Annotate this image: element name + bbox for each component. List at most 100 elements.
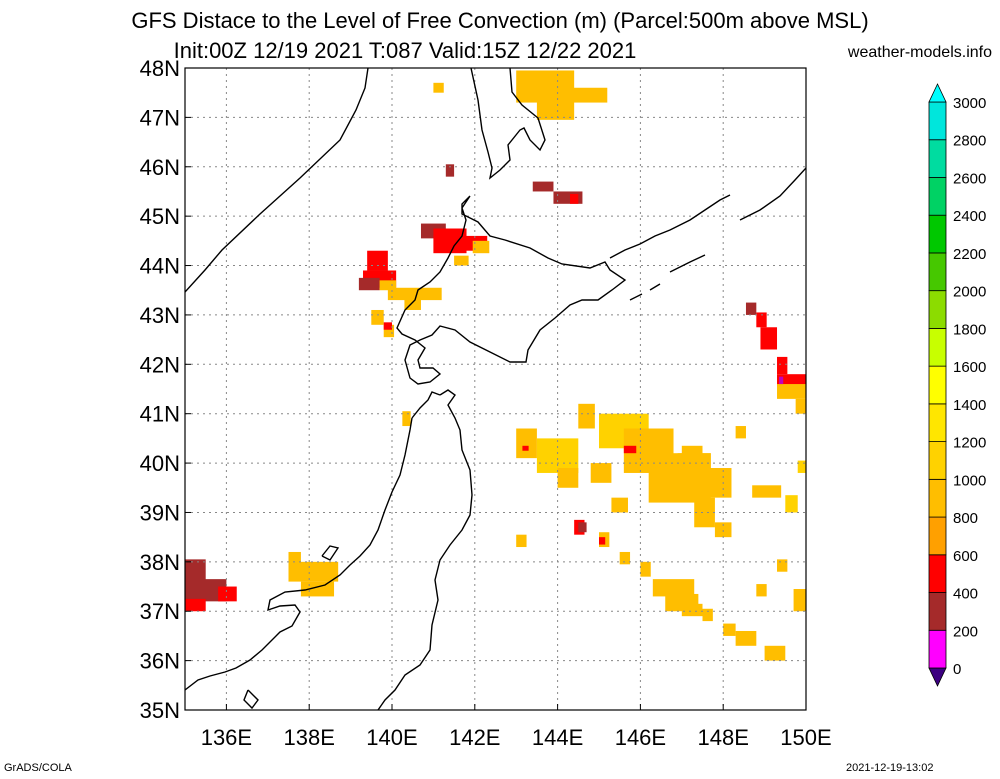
field-cell	[536, 100, 575, 120]
colorbar-label: 0	[953, 661, 961, 678]
field-cell	[777, 356, 788, 375]
field-cell	[578, 403, 595, 429]
field-cell	[472, 240, 490, 254]
colorbar-label: 1200	[953, 435, 986, 452]
colorbar-swatch	[928, 478, 947, 518]
field-cell	[300, 581, 335, 597]
field-cell	[218, 586, 237, 602]
colorbar-swatch	[928, 177, 947, 216]
axes: 136E 138E 140E 142E 144E 146E 148E 150E 35N 36N 37…	[140, 56, 832, 750]
field-cell	[681, 603, 703, 617]
field-cell	[702, 608, 713, 622]
field-cell	[379, 280, 397, 291]
lat-tick-label: 44N	[140, 254, 180, 279]
colorbar-swatch	[928, 139, 947, 178]
field-cell	[756, 312, 767, 328]
colorbar-under-triangle	[928, 667, 947, 687]
colorbar-swatch	[928, 365, 947, 405]
field-cell	[702, 468, 732, 498]
colorbar-label: 1000	[953, 472, 986, 489]
lat-tick-label: 37N	[140, 599, 180, 624]
field-cell	[532, 181, 554, 192]
field-cell	[756, 584, 767, 597]
lon-tick-label: 150E	[780, 725, 831, 750]
field-cell	[777, 559, 788, 572]
colorbar-swatch	[928, 516, 947, 556]
coastline-honshu-north	[411, 391, 441, 419]
software-credit: GrADS/COLA	[4, 762, 72, 774]
colorbar-label: 2200	[953, 246, 986, 263]
plot-frame	[184, 67, 807, 711]
field-cell	[433, 82, 444, 93]
colorbar-swatch	[928, 214, 947, 254]
field-cell	[516, 428, 537, 459]
colorbar-swatch	[928, 629, 947, 669]
colorbar-label: 400	[953, 586, 978, 603]
coastline-sado	[321, 545, 340, 561]
coastline-kurils	[609, 167, 806, 301]
field-cell	[433, 228, 467, 254]
coastline-hokkaido	[396, 195, 627, 385]
field-cell	[578, 522, 587, 533]
colorbar-label: 200	[953, 623, 978, 640]
colorbar-swatch	[928, 403, 947, 443]
lat-tick-label: 39N	[140, 500, 180, 525]
field-cell	[387, 287, 442, 301]
lon-tick-label: 144E	[532, 725, 583, 750]
colorbar-swatch	[928, 441, 947, 480]
field-cell	[795, 398, 806, 414]
field-cell	[371, 309, 384, 325]
field-cell	[619, 551, 631, 565]
lat-tick-label: 36N	[140, 649, 180, 674]
lon-tick-label: 138E	[284, 725, 335, 750]
lat-tick-label: 47N	[140, 105, 180, 130]
field-cell	[367, 250, 388, 271]
field-cell	[652, 579, 695, 597]
field-cell	[793, 589, 806, 612]
field-cell	[640, 561, 651, 577]
coastline-honshu-west	[185, 417, 413, 691]
lon-tick-label: 146E	[615, 725, 666, 750]
colorbar-label: 1600	[953, 359, 986, 376]
field-cell	[599, 537, 606, 545]
lat-tick-label: 38N	[140, 550, 180, 575]
colorbar-over-triangle	[928, 83, 947, 103]
coastline-noto	[243, 689, 259, 710]
colorbar-label: 2000	[953, 284, 986, 301]
colorbar-label: 3000	[953, 95, 986, 112]
map-title: GFS Distace to the Level of Free Convect…	[131, 8, 869, 33]
field-cell	[516, 534, 527, 548]
colorbar-label: 1400	[953, 397, 986, 414]
field-cell	[557, 468, 579, 488]
field-cell	[681, 445, 703, 464]
field-cell	[454, 255, 469, 266]
field-cell	[777, 374, 806, 387]
colorbar-label: 600	[953, 548, 978, 565]
lat-tick-label: 42N	[140, 352, 180, 377]
field-cell	[760, 327, 778, 350]
colorbar-label: 800	[953, 510, 978, 527]
field-cell	[185, 559, 206, 582]
field-cell	[185, 579, 227, 602]
coastline-honshu-east	[377, 389, 473, 710]
field-cell	[611, 497, 628, 513]
lon-tick-label: 142E	[449, 725, 500, 750]
graticule	[185, 68, 806, 710]
render-timestamp: 2021-12-19-13:02	[846, 762, 934, 774]
field-cell	[735, 426, 746, 439]
lat-tick-label: 45N	[140, 204, 180, 229]
field-cell	[764, 645, 786, 661]
lat-tick-label: 41N	[140, 402, 180, 427]
field-cell	[445, 164, 455, 177]
lon-tick-label: 148E	[698, 725, 749, 750]
field-cell	[570, 193, 579, 204]
field-cell	[402, 411, 411, 427]
lat-tick-label: 40N	[140, 451, 180, 476]
map-subtitle: Init:00Z 12/19 2021 T:087 Valid:15Z 12/2…	[173, 38, 637, 63]
lat-tick-label: 46N	[140, 155, 180, 180]
lat-tick-label: 48N	[140, 56, 180, 81]
lon-tick-label: 140E	[366, 725, 417, 750]
field-cell	[752, 485, 782, 498]
colorbar: 0 200 400 600 800 1000 1200 1400 1600 1800 2000 220…	[928, 83, 986, 687]
